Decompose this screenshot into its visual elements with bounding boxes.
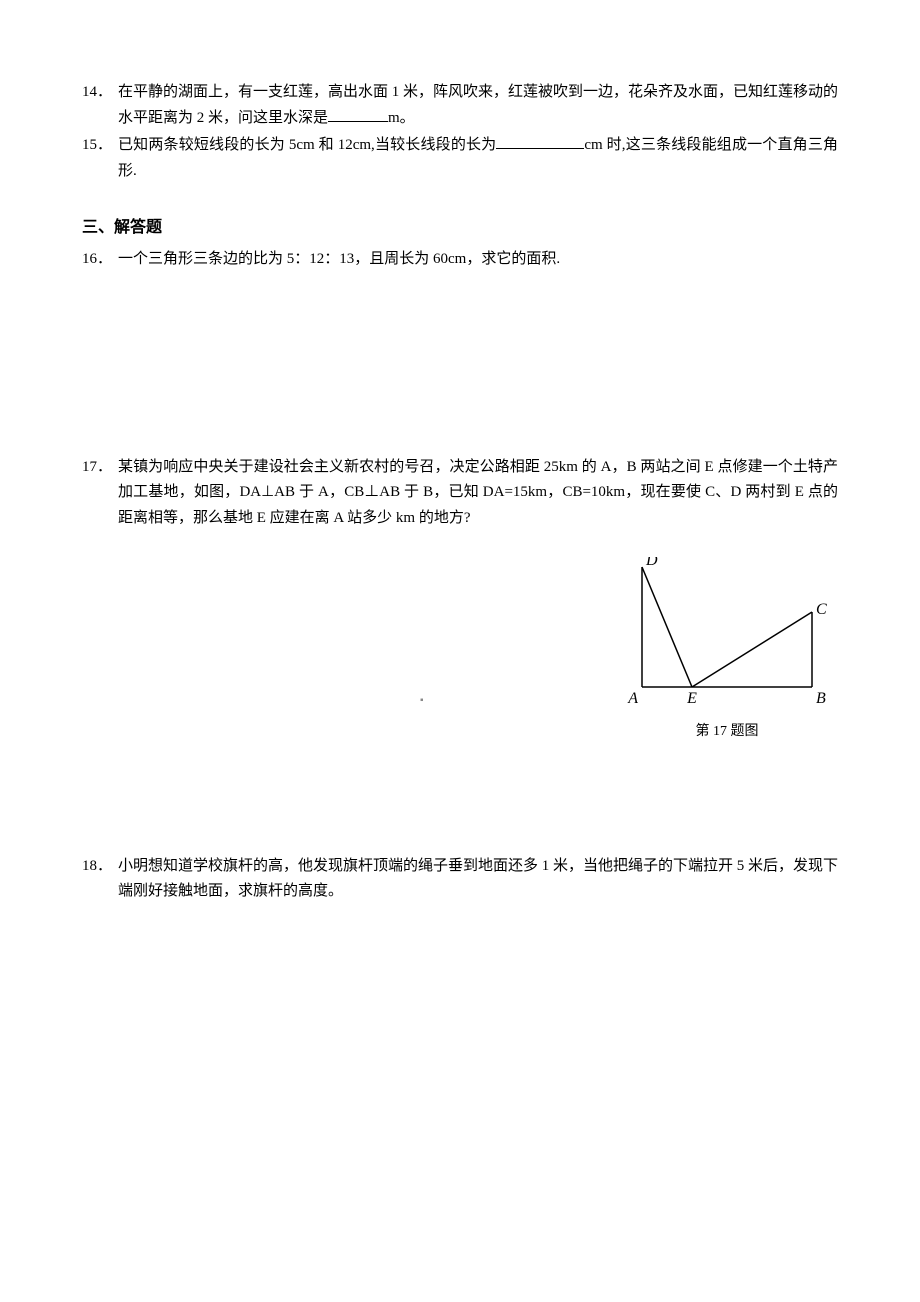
question-number: 17． [82, 455, 118, 532]
svg-text:D: D [645, 557, 658, 569]
figure-17-svg: D C A E B [622, 557, 832, 707]
spacer [82, 533, 838, 557]
question-16: 16． 一个三角形三条边的比为 5：12：13，且周长为 60cm，求它的面积. [82, 247, 838, 273]
question-14: 14． 在平静的湖面上，有一支红莲，高出水面 1 米，阵风吹来，红莲被吹到一边，… [82, 80, 838, 131]
question-number: 18． [82, 854, 118, 905]
svg-text:B: B [816, 690, 826, 707]
question-number: 15． [82, 133, 118, 184]
question-body: 在平静的湖面上，有一支红莲，高出水面 1 米，阵风吹来，红莲被吹到一边，花朵齐及… [118, 80, 838, 131]
workspace-gap [82, 275, 838, 455]
question-text-tail: m。 [388, 110, 415, 126]
question-body: 小明想知道学校旗杆的高，他发现旗杆顶端的绳子垂到地面还多 1 米，当他把绳子的下… [118, 854, 838, 905]
question-body: 一个三角形三条边的比为 5：12：13，且周长为 60cm，求它的面积. [118, 247, 838, 273]
page-marker-icon: ▪ [420, 692, 424, 709]
figure-17: D C A E B 第 17 题图 [622, 557, 832, 744]
figure-17-wrap: D C A E B 第 17 题图 [82, 557, 838, 744]
question-body: 已知两条较短线段的长为 5cm 和 12cm,当较长线段的长为cm 时,这三条线… [118, 133, 838, 184]
question-15: 15． 已知两条较短线段的长为 5cm 和 12cm,当较长线段的长为cm 时,… [82, 133, 838, 184]
question-number: 16． [82, 247, 118, 273]
question-text: 在平静的湖面上，有一支红莲，高出水面 1 米，阵风吹来，红莲被吹到一边，花朵齐及… [118, 84, 838, 126]
question-17: 17． 某镇为响应中央关于建设社会主义新农村的号召，决定公路相距 25km 的 … [82, 455, 838, 532]
question-body: 某镇为响应中央关于建设社会主义新农村的号召，决定公路相距 25km 的 A，B … [118, 455, 838, 532]
question-number: 14． [82, 80, 118, 131]
page-content: 14． 在平静的湖面上，有一支红莲，高出水面 1 米，阵风吹来，红莲被吹到一边，… [0, 0, 920, 905]
question-18: 18． 小明想知道学校旗杆的高，他发现旗杆顶端的绳子垂到地面还多 1 米，当他把… [82, 854, 838, 905]
svg-text:C: C [816, 601, 827, 618]
fill-blank [328, 106, 388, 122]
section-heading-3: 三、解答题 [82, 214, 838, 241]
question-text: 已知两条较短线段的长为 5cm 和 12cm,当较长线段的长为 [118, 137, 496, 153]
workspace-gap [82, 744, 838, 854]
svg-text:E: E [686, 690, 697, 707]
fill-blank [496, 133, 584, 149]
figure-17-caption: 第 17 题图 [622, 720, 832, 744]
svg-text:A: A [627, 690, 638, 707]
